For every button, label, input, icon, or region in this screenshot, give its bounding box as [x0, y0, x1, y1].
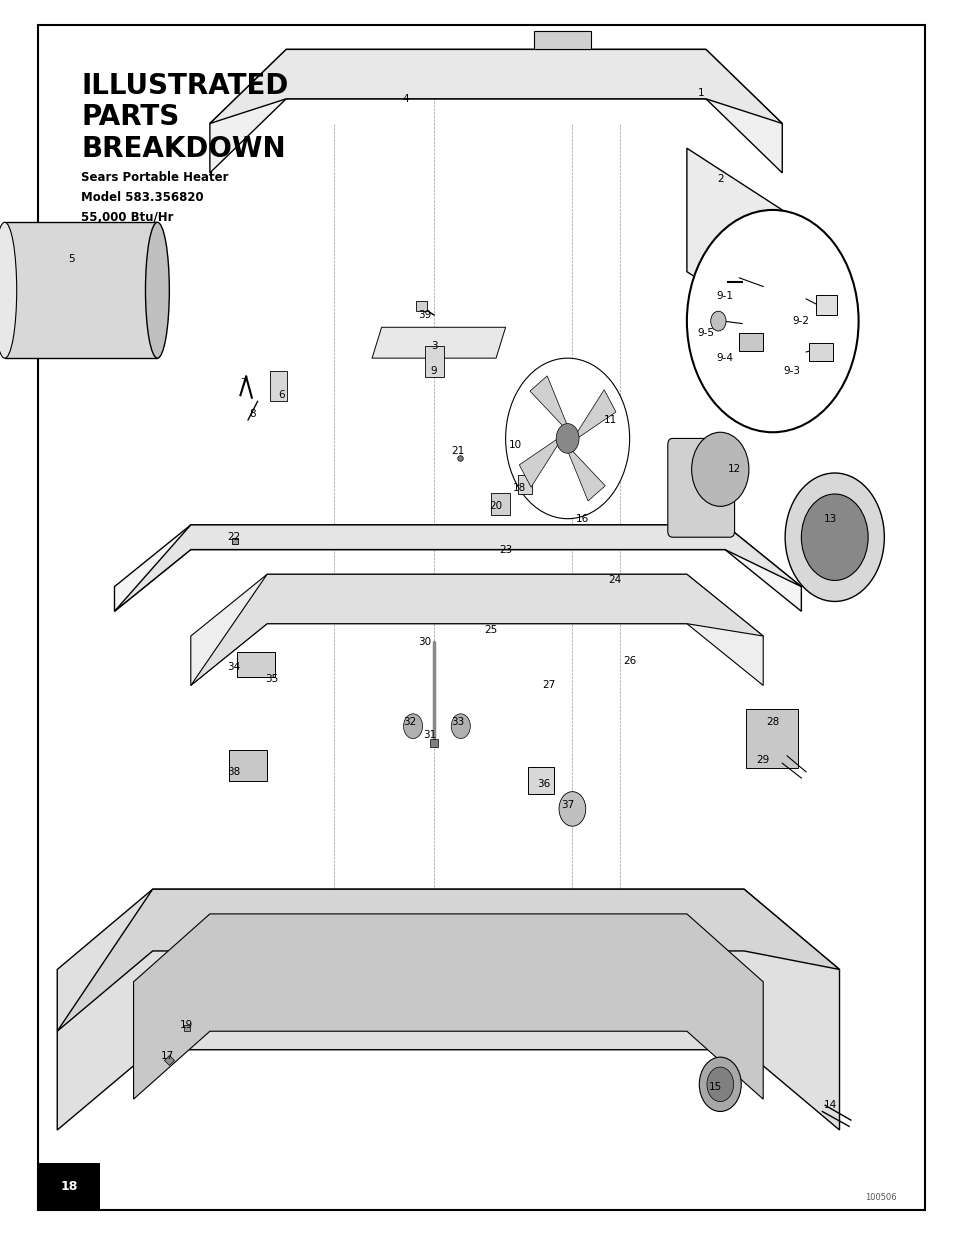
Text: 6: 6	[278, 390, 284, 400]
Text: 39: 39	[417, 310, 431, 320]
Text: BREAKDOWN: BREAKDOWN	[81, 136, 285, 163]
Text: 20: 20	[489, 501, 502, 511]
Ellipse shape	[0, 222, 17, 358]
Text: 17: 17	[160, 1051, 173, 1061]
Text: 9: 9	[431, 366, 436, 375]
Polygon shape	[191, 574, 762, 685]
Text: 29: 29	[756, 755, 769, 764]
Text: 14: 14	[822, 1100, 836, 1110]
Text: 24: 24	[608, 576, 621, 585]
Circle shape	[451, 714, 470, 739]
Text: 36: 36	[537, 779, 550, 789]
Text: 10: 10	[508, 440, 521, 450]
Bar	[424, 346, 443, 377]
Polygon shape	[191, 574, 762, 685]
Polygon shape	[114, 525, 801, 611]
Text: 31: 31	[422, 730, 436, 740]
Text: 38: 38	[227, 767, 240, 777]
Text: 4: 4	[402, 94, 408, 104]
Circle shape	[558, 792, 585, 826]
Polygon shape	[210, 49, 781, 173]
Bar	[270, 370, 287, 401]
Bar	[5, 222, 157, 358]
Bar	[229, 750, 267, 781]
Circle shape	[699, 1057, 740, 1112]
Text: 28: 28	[765, 718, 779, 727]
Bar	[416, 301, 427, 311]
Bar	[815, 295, 836, 315]
Text: 30: 30	[417, 637, 431, 647]
Circle shape	[706, 1067, 733, 1102]
Bar	[527, 767, 554, 794]
Circle shape	[710, 311, 725, 331]
Polygon shape	[210, 49, 781, 124]
Text: 19: 19	[179, 1020, 193, 1030]
Text: 12: 12	[727, 464, 740, 474]
Circle shape	[801, 494, 867, 580]
Text: 9-5: 9-5	[697, 329, 714, 338]
Text: 9-4: 9-4	[716, 353, 733, 363]
Polygon shape	[57, 889, 839, 1130]
Text: 18: 18	[61, 1181, 78, 1193]
Polygon shape	[686, 148, 801, 346]
Polygon shape	[133, 914, 762, 1099]
Circle shape	[686, 210, 858, 432]
Circle shape	[505, 358, 629, 519]
Text: ILLUSTRATED: ILLUSTRATED	[81, 73, 288, 100]
Polygon shape	[739, 333, 762, 351]
Bar	[38, 1163, 100, 1210]
Text: 15: 15	[708, 1082, 721, 1092]
Text: 22: 22	[227, 532, 240, 542]
Text: 5: 5	[69, 254, 74, 264]
Text: 100506: 100506	[864, 1193, 896, 1203]
Text: Sears Portable Heater: Sears Portable Heater	[81, 172, 229, 184]
Ellipse shape	[145, 222, 170, 358]
Text: 35: 35	[265, 674, 278, 684]
Text: 55,000 Btu/Hr: 55,000 Btu/Hr	[81, 211, 173, 224]
Text: 26: 26	[622, 656, 636, 666]
Text: 25: 25	[484, 625, 497, 635]
Bar	[745, 709, 798, 768]
Polygon shape	[372, 327, 505, 358]
Bar	[517, 475, 532, 494]
Text: 27: 27	[541, 680, 555, 690]
Text: PARTS: PARTS	[81, 104, 179, 131]
Text: 2: 2	[717, 174, 722, 184]
Text: 32: 32	[403, 718, 416, 727]
Bar	[236, 652, 274, 677]
Text: 21: 21	[451, 446, 464, 456]
Text: Model 583.356820: Model 583.356820	[81, 191, 204, 204]
Text: 7: 7	[240, 378, 246, 388]
Polygon shape	[576, 390, 616, 438]
Polygon shape	[567, 450, 604, 501]
Circle shape	[691, 432, 748, 506]
Bar	[808, 343, 832, 361]
Text: 16: 16	[575, 514, 588, 524]
Text: 11: 11	[603, 415, 617, 425]
Bar	[491, 493, 510, 515]
Text: 13: 13	[822, 514, 836, 524]
Text: 9-3: 9-3	[782, 366, 800, 375]
Polygon shape	[518, 438, 558, 487]
Text: 1: 1	[698, 88, 703, 98]
Circle shape	[403, 714, 422, 739]
Polygon shape	[114, 525, 801, 611]
Text: 3: 3	[431, 341, 436, 351]
Text: 9-2: 9-2	[792, 316, 809, 326]
Text: 18: 18	[513, 483, 526, 493]
Polygon shape	[534, 31, 591, 49]
Text: 33: 33	[451, 718, 464, 727]
FancyBboxPatch shape	[667, 438, 734, 537]
Text: 8: 8	[250, 409, 255, 419]
Text: 37: 37	[560, 800, 574, 810]
Circle shape	[784, 473, 883, 601]
Circle shape	[556, 424, 578, 453]
Polygon shape	[57, 889, 839, 1031]
Text: 9-1: 9-1	[716, 291, 733, 301]
Text: 23: 23	[498, 545, 512, 555]
Text: 34: 34	[227, 662, 240, 672]
Polygon shape	[530, 375, 567, 427]
